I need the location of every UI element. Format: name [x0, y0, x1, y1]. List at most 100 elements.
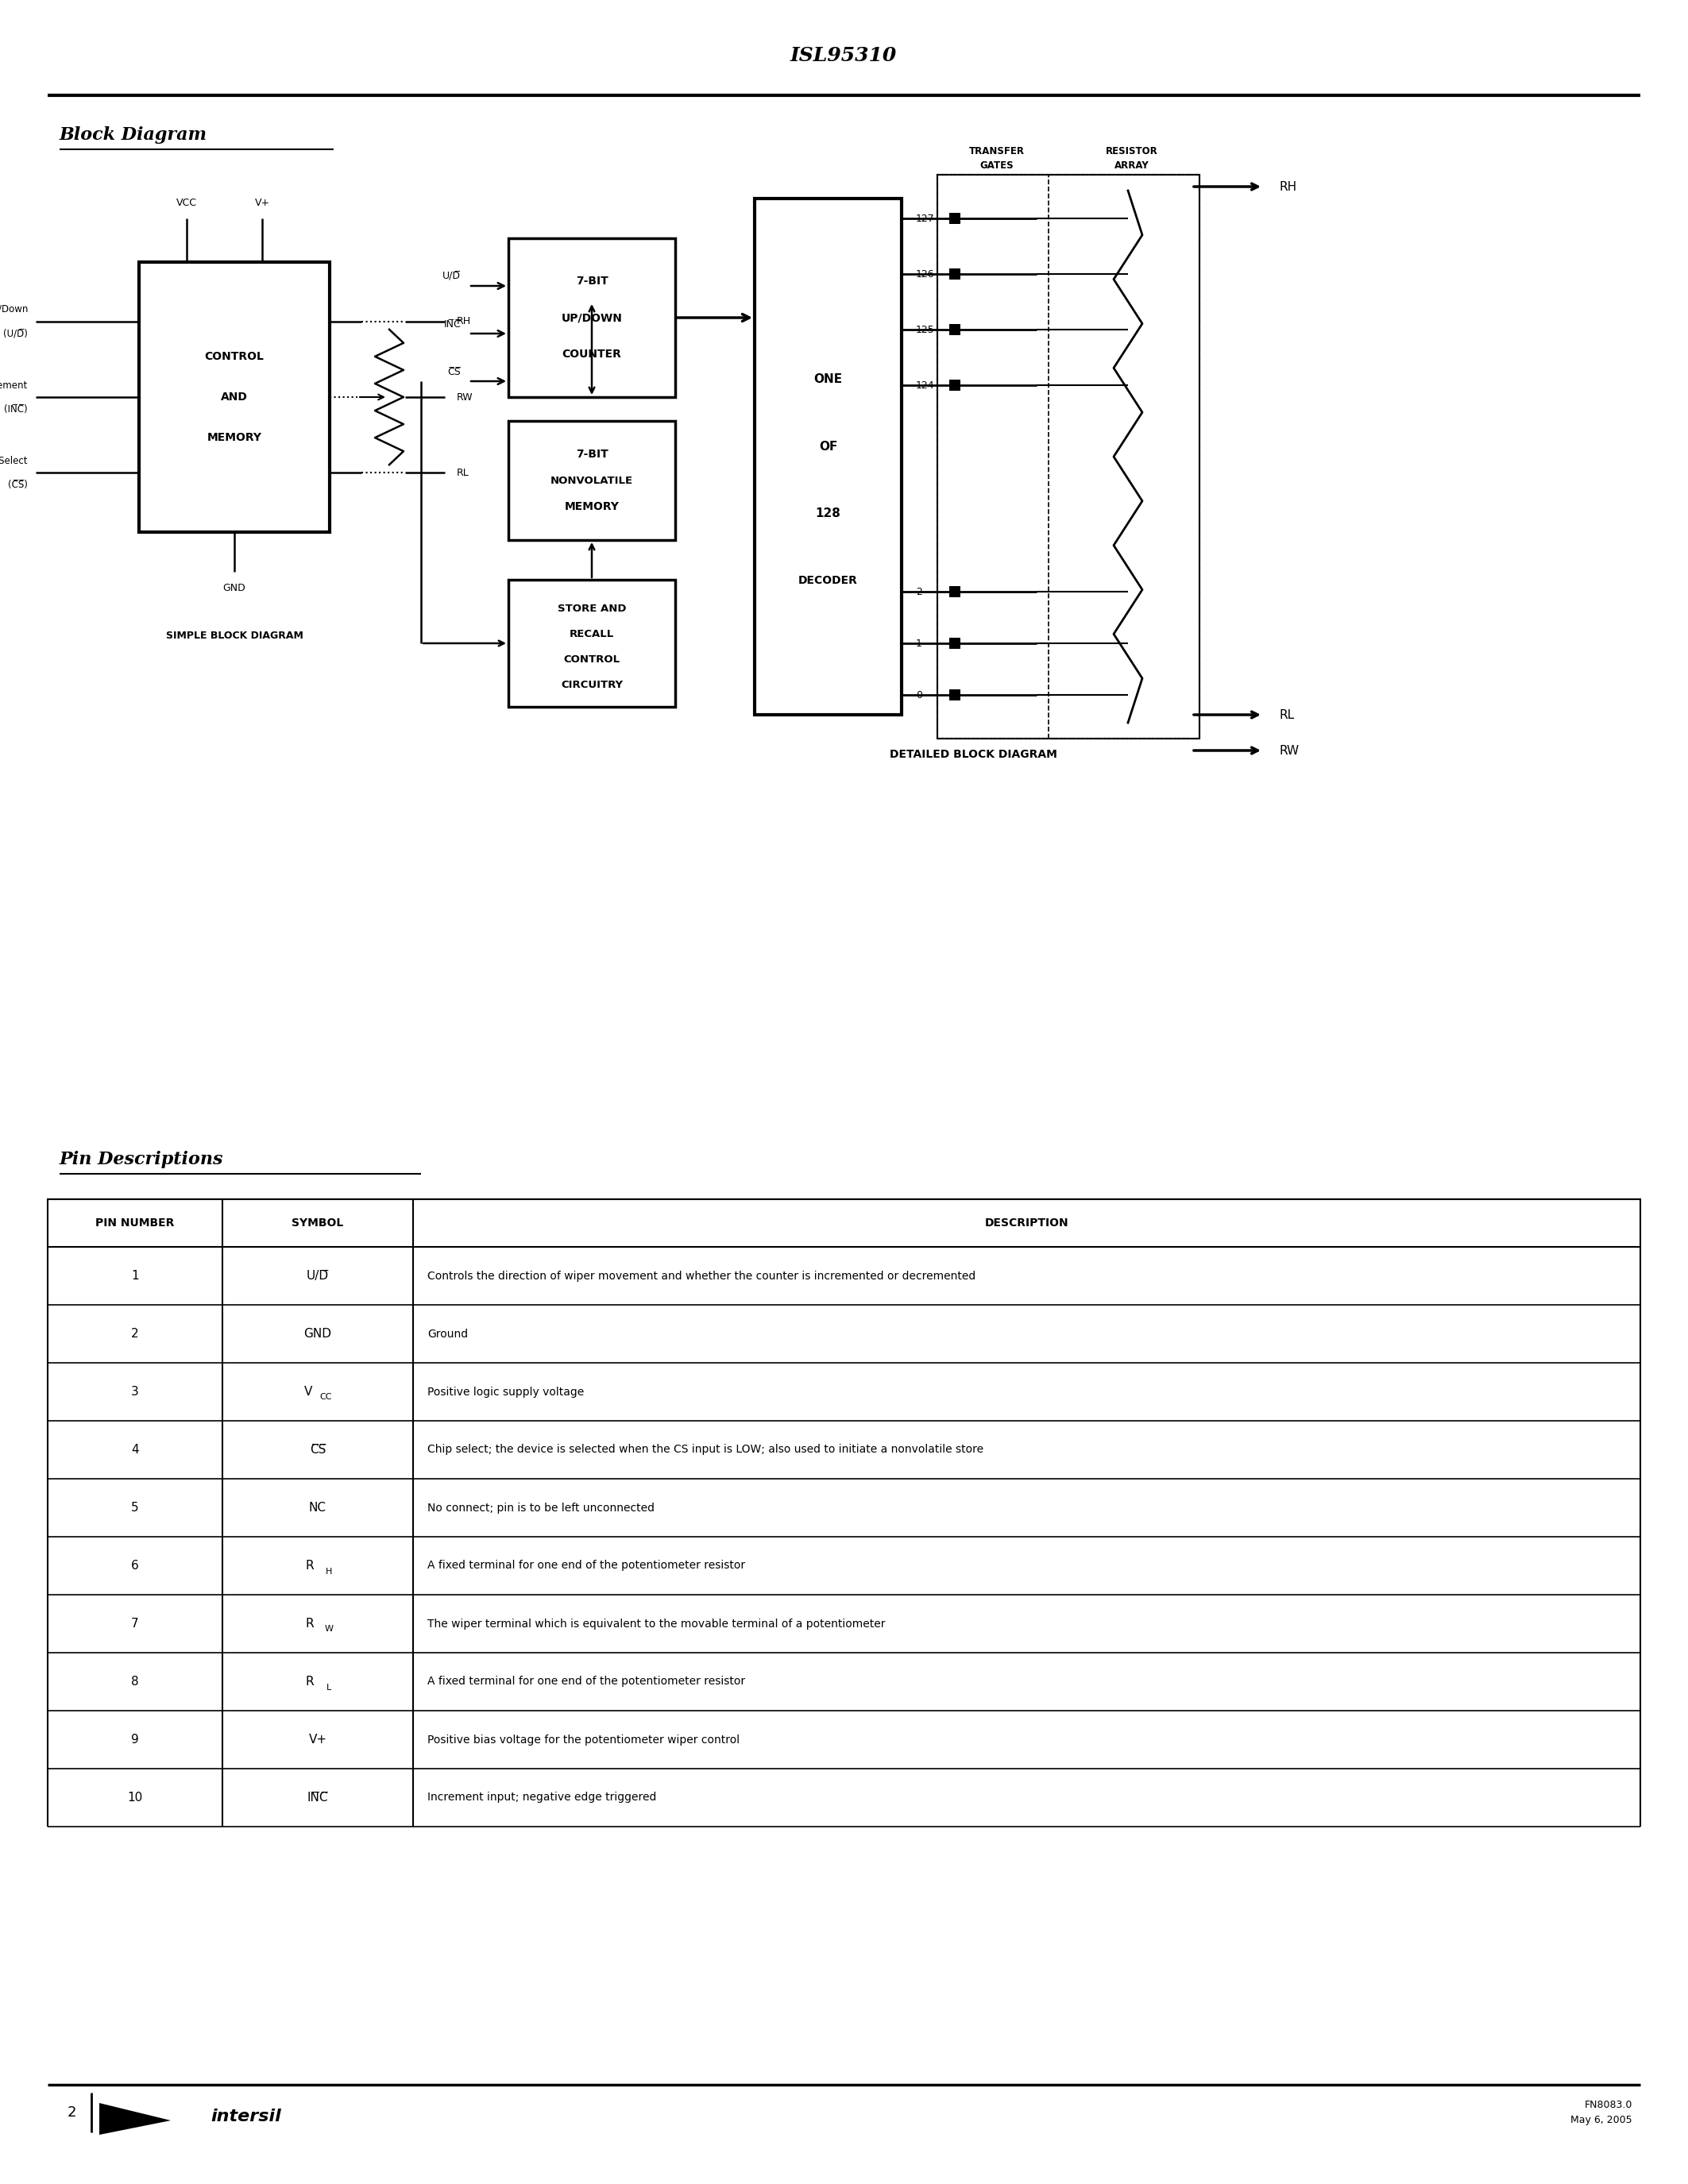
Text: 124: 124 [917, 380, 935, 391]
Bar [949, 380, 960, 391]
Text: RH: RH [457, 317, 471, 328]
Text: The wiper terminal which is equivalent to the movable terminal of a potentiomete: The wiper terminal which is equivalent t… [427, 1618, 885, 1629]
Text: Block Diagram: Block Diagram [59, 127, 208, 144]
Text: IN̅C̅: IN̅C̅ [307, 1791, 327, 1804]
Text: 2: 2 [917, 587, 922, 596]
Text: intersil: intersil [211, 2108, 282, 2125]
Text: NC: NC [309, 1503, 326, 1514]
Polygon shape [100, 2103, 170, 2134]
Text: V+: V+ [309, 1734, 327, 1745]
Bar [949, 323, 960, 334]
Text: RW: RW [1280, 745, 1298, 756]
Bar [47, 1199, 1641, 1247]
Text: W: W [324, 1625, 333, 1634]
Text: 7-BIT: 7-BIT [576, 448, 608, 461]
Text: ISL95310: ISL95310 [790, 46, 896, 66]
Text: RL: RL [1280, 710, 1295, 721]
Text: TRANSFER: TRANSFER [969, 146, 1025, 155]
Text: (U/D̅): (U/D̅) [3, 328, 27, 339]
Text: Up/Down: Up/Down [0, 304, 27, 314]
Text: RL: RL [457, 467, 469, 478]
Text: GND: GND [304, 1328, 331, 1339]
Text: OF: OF [819, 441, 837, 452]
Bar [949, 585, 960, 596]
Text: Increment input; negative edge triggered: Increment input; negative edge triggered [427, 1793, 657, 1804]
Text: STORE AND: STORE AND [557, 603, 626, 614]
Text: PIN NUMBER: PIN NUMBER [96, 1216, 174, 1230]
Text: RH: RH [1280, 181, 1296, 192]
Text: AND: AND [221, 391, 248, 402]
Text: NONVOLATILE: NONVOLATILE [550, 476, 633, 485]
Text: RECALL: RECALL [569, 629, 614, 640]
Text: Ground: Ground [427, 1328, 468, 1339]
Text: Device Select: Device Select [0, 456, 27, 465]
Text: CIRCUITRY: CIRCUITRY [560, 679, 623, 690]
Text: May 6, 2005: May 6, 2005 [1572, 2116, 1632, 2125]
Text: A fixed terminal for one end of the potentiometer resistor: A fixed terminal for one end of the pote… [427, 1559, 744, 1570]
Text: C̅S̅: C̅S̅ [447, 367, 461, 378]
Text: RW: RW [457, 391, 473, 402]
Text: 7-BIT: 7-BIT [576, 275, 608, 286]
Text: MEMORY: MEMORY [208, 432, 262, 443]
Text: UP/DOWN: UP/DOWN [560, 312, 623, 323]
Text: CC: CC [319, 1393, 333, 1402]
Bar [755, 199, 901, 714]
Bar [937, 175, 1200, 738]
Text: 1: 1 [917, 638, 922, 649]
Text: DECODER: DECODER [798, 574, 858, 585]
Text: GND: GND [223, 583, 246, 592]
Text: 126: 126 [917, 269, 935, 280]
Text: Controls the direction of wiper movement and whether the counter is incremented : Controls the direction of wiper movement… [427, 1271, 976, 1282]
Text: A fixed terminal for one end of the potentiometer resistor: A fixed terminal for one end of the pote… [427, 1675, 744, 1688]
Text: 1: 1 [132, 1269, 138, 1282]
Text: R: R [306, 1618, 314, 1629]
Text: Chip select; the device is selected when the CS input is LOW; also used to initi: Chip select; the device is selected when… [427, 1444, 984, 1455]
Text: R: R [306, 1559, 314, 1572]
Text: V: V [304, 1387, 312, 1398]
Text: VCC: VCC [176, 197, 197, 207]
Text: 4: 4 [132, 1444, 138, 1457]
Text: 0: 0 [917, 690, 922, 701]
Text: CONTROL: CONTROL [204, 352, 263, 363]
Text: 8: 8 [132, 1675, 138, 1688]
Text: 2: 2 [68, 2105, 76, 2121]
Text: R: R [306, 1675, 314, 1688]
Text: 10: 10 [127, 1791, 143, 1804]
Text: 5: 5 [132, 1503, 138, 1514]
Text: H: H [326, 1568, 333, 1575]
Text: ONE: ONE [814, 373, 842, 384]
Bar [508, 579, 675, 708]
Text: COUNTER: COUNTER [562, 349, 621, 360]
Text: GATES: GATES [981, 159, 1014, 170]
Text: CONTROL: CONTROL [564, 655, 619, 664]
Text: ARRAY: ARRAY [1114, 159, 1150, 170]
Text: 6: 6 [132, 1559, 138, 1572]
Bar [937, 175, 1200, 738]
Text: U/D̅: U/D̅ [442, 271, 461, 282]
Bar [138, 262, 329, 533]
Bar [949, 638, 960, 649]
Text: 9: 9 [132, 1734, 138, 1745]
Text: SIMPLE BLOCK DIAGRAM: SIMPLE BLOCK DIAGRAM [165, 631, 304, 640]
Text: Pin Descriptions: Pin Descriptions [59, 1151, 223, 1168]
Text: Positive logic supply voltage: Positive logic supply voltage [427, 1387, 584, 1398]
Text: SYMBOL: SYMBOL [292, 1216, 344, 1230]
Bar [949, 269, 960, 280]
Text: 125: 125 [917, 325, 935, 334]
Text: Positive bias voltage for the potentiometer wiper control: Positive bias voltage for the potentiome… [427, 1734, 739, 1745]
Text: V+: V+ [255, 197, 270, 207]
Text: MEMORY: MEMORY [564, 500, 619, 513]
Text: L: L [326, 1684, 331, 1690]
Text: Increment: Increment [0, 380, 27, 391]
Text: 3: 3 [132, 1387, 138, 1398]
Text: (C̅S̅): (C̅S̅) [8, 480, 27, 489]
Text: C̅S̅: C̅S̅ [309, 1444, 326, 1457]
Text: 2: 2 [132, 1328, 138, 1339]
Text: No connect; pin is to be left unconnected: No connect; pin is to be left unconnecte… [427, 1503, 655, 1514]
Bar [949, 212, 960, 225]
Bar [949, 690, 960, 701]
Text: DETAILED BLOCK DIAGRAM: DETAILED BLOCK DIAGRAM [890, 749, 1057, 760]
Bar [508, 238, 675, 397]
Text: 127: 127 [917, 214, 935, 223]
Text: DESCRIPTION: DESCRIPTION [984, 1216, 1069, 1230]
